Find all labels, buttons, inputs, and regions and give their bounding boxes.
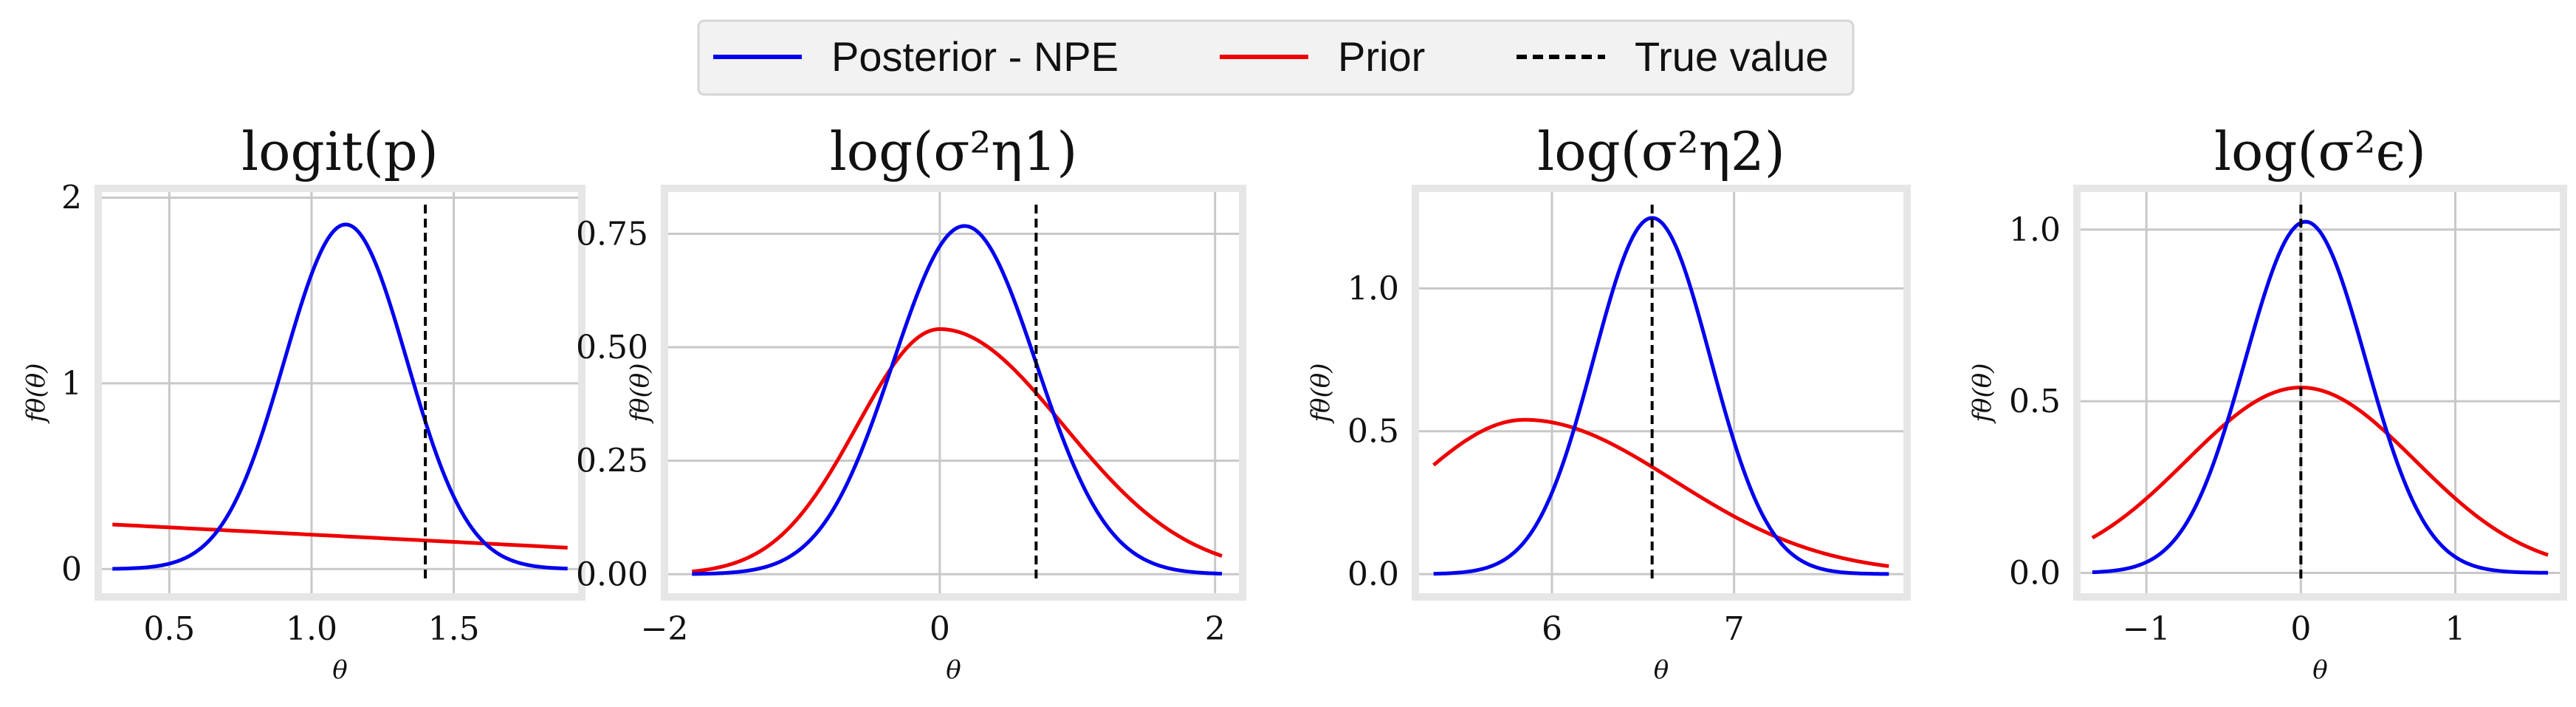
prior-line bbox=[1432, 417, 1889, 568]
x-tick-label: 2 bbox=[1205, 610, 1226, 648]
y-tick-label: 0 bbox=[61, 550, 82, 588]
x-tick-label: 7 bbox=[1724, 610, 1745, 648]
y-axis-label: fθ(θ) bbox=[1968, 363, 1997, 424]
x-tick-label: −1 bbox=[2123, 610, 2171, 648]
posterior-line bbox=[692, 224, 1223, 576]
x-tick-label: 0 bbox=[2290, 610, 2311, 648]
y-tick-label: 2 bbox=[61, 180, 82, 217]
chart-panel: 6 7 0.0 0.5 1.0 θ fθ(θ) log(σ²η2) bbox=[1306, 120, 1911, 685]
x-axis-label: θ bbox=[2312, 655, 2327, 685]
plot-frame bbox=[2073, 185, 2567, 601]
y-tick-label: 0.5 bbox=[1347, 413, 1399, 451]
y-tick-label: 0.50 bbox=[576, 329, 648, 366]
y-axis-label: fθ(θ) bbox=[625, 363, 655, 424]
plot-area bbox=[664, 188, 1243, 597]
chart-title: logit(p) bbox=[241, 120, 439, 182]
x-tick-label: 0.5 bbox=[143, 610, 195, 648]
plot-frame bbox=[1412, 185, 1911, 601]
legend-entry: Posterior - NPE bbox=[713, 33, 1119, 80]
plot-area bbox=[2077, 188, 2563, 597]
legend-entry: True value bbox=[1517, 33, 1829, 80]
y-tick-label: 0.5 bbox=[2009, 383, 2061, 420]
posterior-line bbox=[1433, 216, 1889, 576]
x-axis-label: θ bbox=[1654, 655, 1669, 685]
legend-label: Posterior - NPE bbox=[831, 33, 1119, 80]
chart-title: log(σ²η1) bbox=[830, 120, 1078, 182]
x-tick-label: 1.0 bbox=[286, 610, 337, 648]
posterior-line bbox=[112, 222, 568, 571]
chart-panel: −1 0 1 0.0 0.5 1.0 θ fθ(θ) log(σ²ϵ) bbox=[1968, 120, 2567, 685]
plot-frame bbox=[95, 185, 585, 601]
plot-frame bbox=[661, 185, 1246, 601]
y-tick-label: 1.0 bbox=[2009, 211, 2061, 249]
y-tick-label: 1.0 bbox=[1347, 270, 1399, 307]
chart-title: log(σ²η2) bbox=[1537, 120, 1785, 182]
y-axis-label: fθ(θ) bbox=[1306, 363, 1336, 424]
prior-line bbox=[2091, 386, 2549, 557]
x-tick-label: 1.5 bbox=[428, 610, 480, 648]
x-tick-label: 6 bbox=[1542, 610, 1562, 648]
y-tick-label: 0.0 bbox=[2009, 554, 2061, 592]
y-tick-label: 1 bbox=[61, 365, 82, 403]
legend-label: True value bbox=[1635, 33, 1829, 80]
y-tick-label: 0.75 bbox=[576, 215, 648, 253]
legend-entry: Prior bbox=[1220, 33, 1425, 80]
chart-panel: 0.5 1.0 1.5 0 1 2 θ fθ(θ) logit(p) bbox=[21, 120, 585, 685]
chart-panel: −2 0 2 0.00 0.25 0.50 0.75 θ fθ(θ) log(σ²η1) bbox=[576, 120, 1246, 685]
x-tick-label: 1 bbox=[2445, 610, 2466, 648]
y-axis-label: fθ(θ) bbox=[21, 363, 51, 424]
prior-line bbox=[112, 522, 568, 550]
y-tick-label: 0.25 bbox=[576, 443, 648, 480]
x-axis-label: θ bbox=[946, 655, 961, 685]
x-tick-label: −2 bbox=[641, 610, 689, 648]
chart-title: log(σ²ϵ) bbox=[2214, 120, 2426, 182]
legend-label: Prior bbox=[1338, 33, 1425, 80]
posterior-line bbox=[2092, 219, 2549, 575]
legend: Posterior - NPE Prior True value bbox=[697, 19, 1855, 96]
y-tick-label: 0.0 bbox=[1347, 556, 1399, 593]
x-tick-label: 0 bbox=[930, 610, 950, 648]
x-axis-label: θ bbox=[332, 655, 347, 685]
prior-line bbox=[692, 327, 1223, 574]
y-tick-label: 0.00 bbox=[576, 556, 648, 593]
plot-area bbox=[1415, 188, 1907, 597]
